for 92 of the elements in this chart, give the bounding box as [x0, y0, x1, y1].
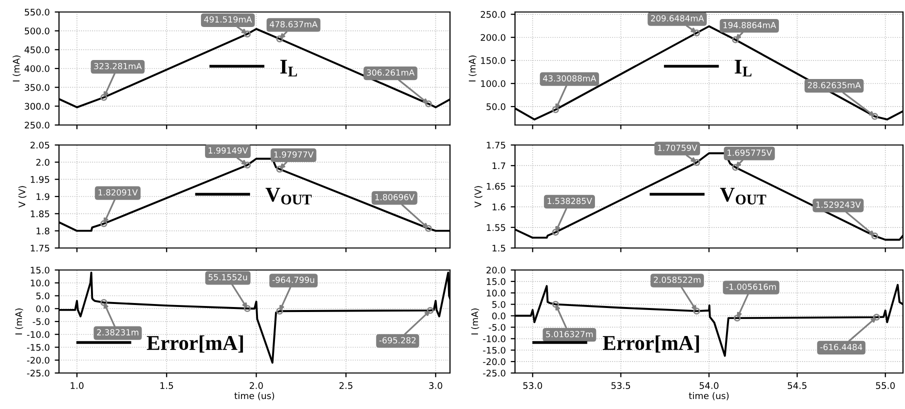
y-tick-label: 1.6	[492, 204, 506, 210]
y-tick-label: -20.0	[483, 358, 506, 366]
annotation: -695.282	[379, 337, 416, 344]
y-tick-label: -10.0	[27, 331, 50, 338]
y-tick-label: 350.0	[24, 84, 50, 91]
y-tick-label: -15.0	[483, 346, 506, 354]
y-tick-label: 150.0	[481, 57, 506, 64]
y-tick-label: 1.95	[30, 176, 50, 183]
y-tick-label: 1.9	[36, 193, 50, 200]
annotation: 2.058522m	[654, 276, 700, 283]
y-tick-label: 1.5	[492, 244, 506, 252]
x-tick-label: 3.0	[429, 382, 442, 390]
y-tick-label: -25.0	[483, 370, 506, 377]
y-axis-title: I (mA)	[468, 56, 477, 82]
y-tick-label: 550.0	[24, 8, 50, 16]
y-tick-label: 10.0	[486, 290, 506, 296]
legend-label: Error[mA]	[602, 335, 699, 353]
annotation: 323.281mA	[94, 62, 142, 70]
y-tick-label: 1.55	[486, 224, 506, 231]
y-tick-label: 50.0	[486, 103, 506, 110]
x-tick-label: 53.5	[611, 382, 630, 390]
annotation: 1.695775V	[728, 150, 772, 156]
y-tick-label: 450.0	[24, 46, 50, 54]
annotation: 1.99149V	[208, 147, 248, 154]
legend-label: I$_{L}$	[734, 60, 752, 76]
y-tick-label: 10.0	[30, 280, 50, 286]
y-tick-label: -25.0	[27, 370, 50, 377]
legend-label: V$_{OUT}$	[266, 188, 312, 204]
y-tick-label: 0.0	[492, 312, 506, 320]
y-tick-label: -15.0	[27, 344, 50, 351]
annotation: 2.38231m	[97, 329, 138, 336]
y-axis-title: I (mA)	[471, 308, 480, 334]
x-tick-label: 2.5	[339, 382, 352, 390]
x-axis-title: time (us)	[688, 392, 729, 400]
x-tick-label: 55.0	[876, 382, 895, 390]
y-tick-label: 500.0	[24, 28, 50, 34]
y-tick-label: 15.0	[30, 266, 50, 274]
y-tick-label: 1.8	[36, 228, 50, 234]
y-tick-label: 1.65	[486, 182, 506, 190]
annotation: 55.1552u	[208, 274, 247, 280]
annotation: -964.799u	[272, 276, 314, 283]
y-axis-title: I (mA)	[12, 56, 21, 82]
annotation: 5.016327m	[546, 330, 593, 338]
annotation: 1.538285V	[548, 198, 592, 204]
x-tick-label: 2.0	[250, 382, 263, 390]
y-tick-label: -5.0	[488, 324, 506, 331]
annotation: 491.519mA	[204, 16, 252, 23]
y-tick-label: 100.0	[481, 80, 506, 88]
y-tick-label: 1.7	[492, 162, 506, 170]
y-tick-label: 0.0	[36, 305, 50, 312]
y-tick-label: 1.75	[30, 244, 50, 252]
annotation: 306.261mA	[366, 69, 415, 76]
y-tick-label: 200.0	[480, 34, 506, 41]
y-tick-label: 5.0	[36, 292, 50, 300]
y-tick-label: 250.0	[24, 122, 50, 129]
y-tick-label: 1.85	[30, 210, 50, 218]
annotation: 1.80696V	[375, 194, 415, 200]
y-axis-title: I (mA)	[15, 308, 24, 334]
annotation: 209.6484mA	[651, 15, 704, 22]
x-tick-label: 53.0	[523, 382, 542, 390]
annotation: 28.62635mA	[808, 82, 861, 88]
y-tick-label: -10.0	[483, 335, 506, 342]
x-tick-label: 54.5	[788, 382, 806, 390]
legend-label: V$_{OUT}$	[720, 188, 766, 204]
x-tick-label: 1.0	[70, 382, 84, 390]
annotation: -1.005616m	[726, 284, 776, 290]
annotation: 43.30088mA	[543, 75, 596, 82]
annotation: 478.637mA	[270, 21, 318, 28]
y-tick-label: 15.0	[486, 278, 506, 286]
annotation: 1.82091V	[98, 189, 138, 196]
annotation: 1.97977V	[274, 151, 314, 158]
x-axis-title: time (us)	[234, 392, 274, 400]
y-tick-label: 1.75	[486, 142, 506, 149]
y-tick-label: 20.0	[486, 266, 506, 274]
annotation: 1.529243V	[816, 202, 861, 208]
y-axis-title: V (V)	[18, 186, 26, 208]
annotation: 1.70759V	[658, 144, 698, 151]
y-tick-label: 2.05	[30, 142, 50, 149]
y-tick-label: -5.0	[32, 318, 50, 326]
annotation: 194.8864mA	[723, 22, 776, 28]
x-tick-label: 54.0	[700, 382, 718, 390]
y-tick-label: 300.0	[24, 102, 50, 110]
y-tick-label: -20.0	[27, 356, 50, 364]
y-tick-label: 250.0	[480, 11, 506, 18]
legend-label: I$_{L}$	[280, 60, 297, 76]
x-tick-label: 1.5	[160, 382, 174, 390]
legend-label: Error[mA]	[146, 335, 243, 353]
y-tick-label: 5.0	[492, 301, 506, 308]
annotation: -616.4484	[820, 344, 862, 350]
y-axis-title: V (V)	[474, 186, 482, 208]
y-tick-label: 2.0	[36, 158, 50, 166]
y-tick-label: 400.0	[24, 65, 50, 72]
